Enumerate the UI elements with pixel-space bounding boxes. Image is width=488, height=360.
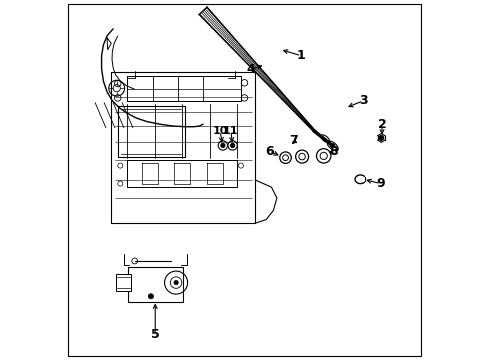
Circle shape <box>220 143 224 148</box>
FancyBboxPatch shape <box>128 267 182 302</box>
Circle shape <box>330 144 334 148</box>
Circle shape <box>230 143 234 148</box>
Text: 7: 7 <box>288 134 297 147</box>
Text: 5: 5 <box>150 328 159 341</box>
Circle shape <box>148 294 153 299</box>
Text: 9: 9 <box>375 177 384 190</box>
Text: 6: 6 <box>265 145 273 158</box>
Circle shape <box>378 135 383 140</box>
Text: 8: 8 <box>329 145 337 158</box>
Text: 11: 11 <box>223 126 238 136</box>
Text: 1: 1 <box>296 49 305 62</box>
Text: 2: 2 <box>377 118 386 131</box>
Circle shape <box>174 280 178 285</box>
Text: 3: 3 <box>358 94 367 107</box>
FancyBboxPatch shape <box>116 274 131 291</box>
Text: 10: 10 <box>212 126 227 136</box>
Text: 4: 4 <box>246 63 255 76</box>
